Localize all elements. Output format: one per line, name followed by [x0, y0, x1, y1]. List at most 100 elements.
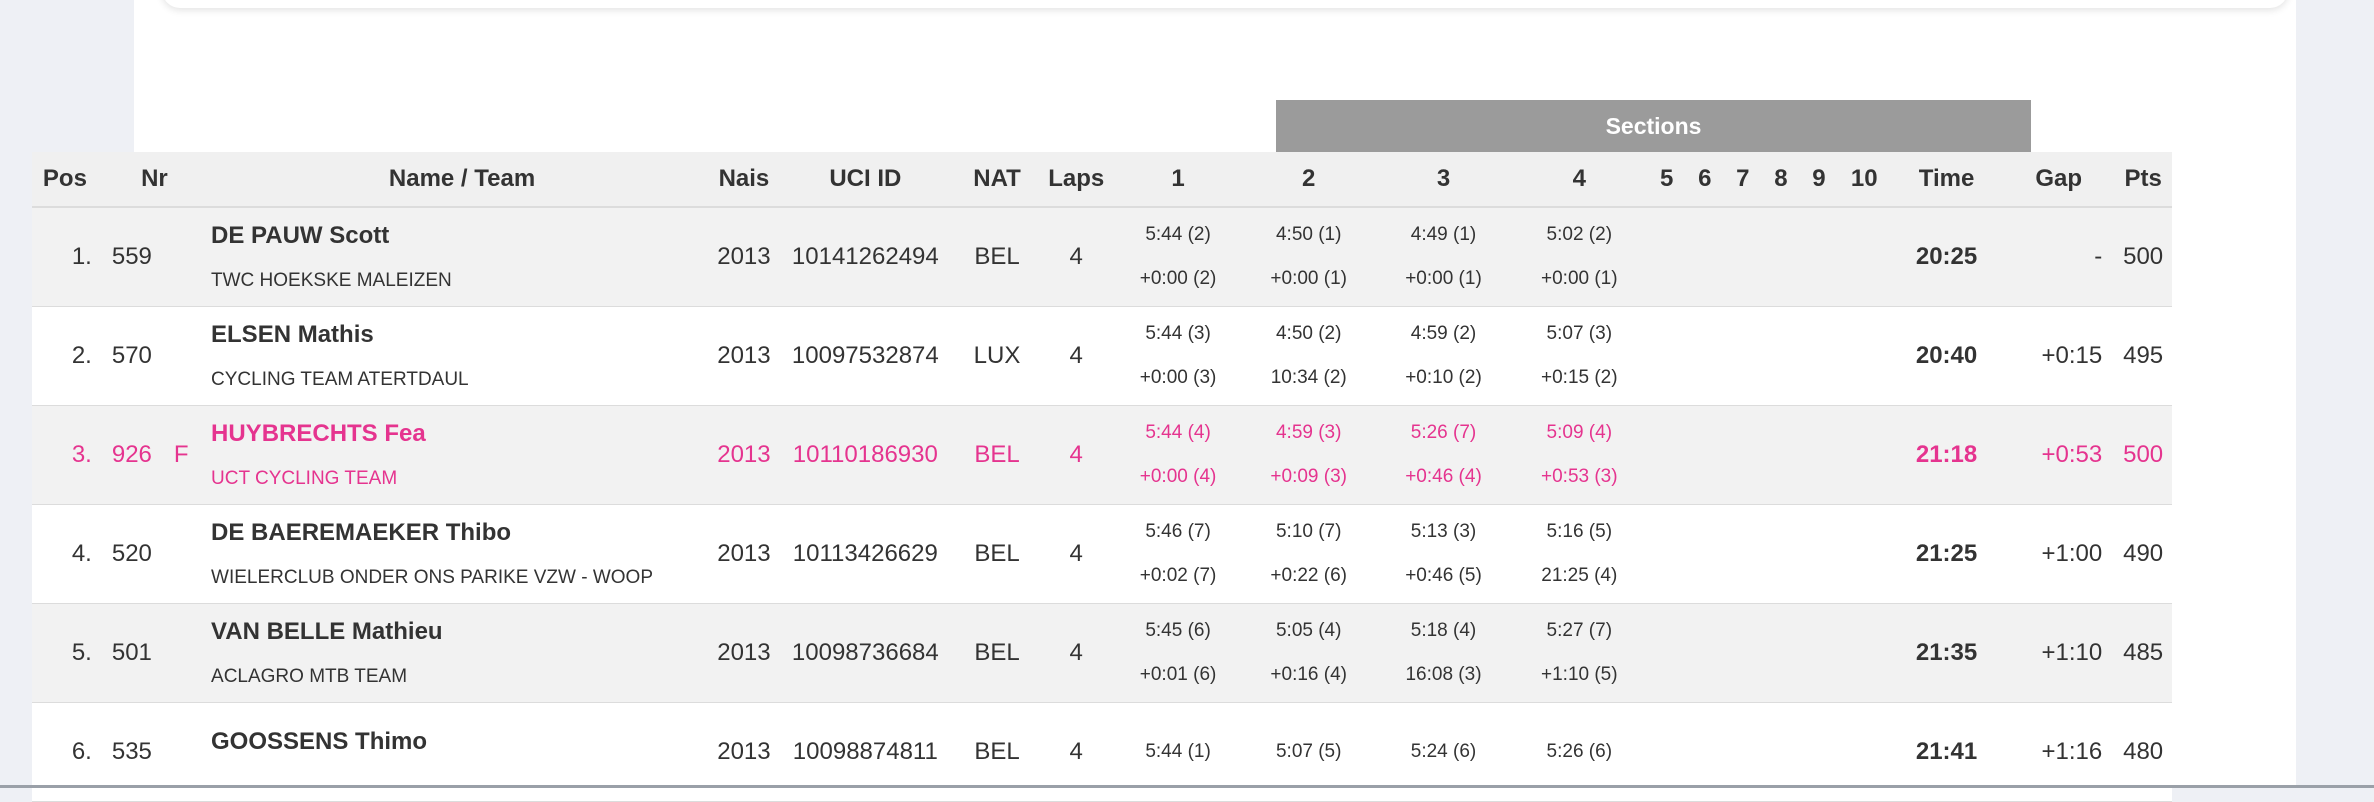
- col-pos[interactable]: Pos: [32, 152, 98, 208]
- cell-section-1: 5:44 (2) +0:00 (2): [1114, 207, 1242, 306]
- col-section-3[interactable]: 3: [1375, 152, 1512, 208]
- cell-pts: 480: [2123, 737, 2164, 765]
- cell-uci-id: 10098874811: [792, 737, 938, 765]
- cell-pts: 500: [2123, 440, 2164, 468]
- section-time: 5:10 (7): [1275, 520, 1342, 542]
- col-time[interactable]: Time: [1889, 152, 2004, 208]
- rider-name[interactable]: DE BAEREMAEKER Thibo: [211, 518, 512, 546]
- col-section-1[interactable]: 1: [1114, 152, 1242, 208]
- cell-uci-id: 10097532874: [791, 341, 939, 369]
- cell-section-3: 5:13 (3) +0:46 (5): [1376, 504, 1512, 603]
- table-row[interactable]: 5. 501 VAN BELLE Mathieu ACLAGRO MTB TEAM…: [32, 603, 2172, 702]
- cell-time: 21:25: [1915, 539, 1978, 567]
- cell-section-8: [1762, 603, 1799, 702]
- cell-pos: 3.: [71, 440, 92, 468]
- col-section-10[interactable]: 10: [1838, 152, 1890, 208]
- cell-gap: +0:15: [2041, 341, 2103, 369]
- cell-section-9: [1799, 504, 1838, 603]
- team-name: CYCLING TEAM ATERTDAUL: [211, 368, 469, 390]
- bib-number: 570: [111, 341, 152, 369]
- cell-section-4: 5:02 (2) +0:00 (1): [1511, 207, 1647, 306]
- col-gap[interactable]: Gap: [2003, 152, 2115, 208]
- section-time: 5:09 (4): [1546, 421, 1613, 443]
- cell-nr: 559: [98, 207, 211, 306]
- rider-name[interactable]: DE PAUW Scott: [211, 221, 390, 249]
- cell-section-6: [1686, 306, 1723, 405]
- cell-section-1: 5:45 (6) +0:01 (6): [1114, 603, 1242, 702]
- col-section-6[interactable]: 6: [1686, 152, 1724, 208]
- cell-section-10: [1839, 405, 1890, 504]
- col-section-7[interactable]: 7: [1723, 152, 1763, 208]
- bib-number: 520: [111, 539, 152, 567]
- section-gap: 16:08 (3): [1405, 663, 1482, 685]
- col-section-9[interactable]: 9: [1799, 152, 1839, 208]
- rider-name[interactable]: ELSEN Mathis: [211, 320, 374, 348]
- cell-section-7: [1723, 504, 1762, 603]
- results-table: Pos Nr Name / Team Nais UCI ID NAT Laps …: [32, 152, 2172, 802]
- cell-section-5: [1647, 306, 1686, 405]
- col-uci-id[interactable]: UCI ID: [774, 152, 956, 208]
- col-nat[interactable]: NAT: [955, 152, 1039, 208]
- cell-section-4: 5:26 (6): [1511, 702, 1647, 801]
- cell-section-6: [1686, 405, 1723, 504]
- cell-nat: BEL: [974, 638, 1020, 666]
- section-gap: 21:25 (4): [1541, 564, 1618, 586]
- col-laps[interactable]: Laps: [1038, 152, 1115, 208]
- cell-gap: +1:16: [2041, 737, 2103, 765]
- table-row[interactable]: 1. 559 DE PAUW Scott TWC HOEKSKE MALEIZEN…: [32, 207, 2172, 306]
- window-bottom-edge: [0, 785, 2374, 788]
- table-row[interactable]: 4. 520 DE BAEREMAEKER Thibo WIELERCLUB ON…: [32, 504, 2172, 603]
- cell-section-1: 5:44 (3) +0:00 (3): [1114, 306, 1242, 405]
- cell-section-3: 4:49 (1) +0:00 (1): [1376, 207, 1512, 306]
- cell-nais: 2013: [717, 341, 771, 369]
- cell-section-2: 4:50 (1) +0:00 (1): [1242, 207, 1376, 306]
- cell-time: 20:40: [1915, 341, 1978, 369]
- cell-section-7: [1723, 207, 1762, 306]
- cell-section-7: [1723, 306, 1762, 405]
- section-gap: +0:00 (1): [1405, 267, 1482, 289]
- section-gap: +0:15 (2): [1541, 366, 1618, 388]
- section-time: 4:59 (2): [1410, 322, 1477, 344]
- col-section-8[interactable]: 8: [1762, 152, 1800, 208]
- col-section-4[interactable]: 4: [1511, 152, 1648, 208]
- gender-flag: F: [173, 440, 189, 468]
- table-row-highlighted[interactable]: 3. 926 F HUYBRECHTS Fea UCT CYCLING TEAM 2…: [32, 405, 2172, 504]
- cell-gap: -: [2094, 242, 2103, 270]
- cell-pts: 485: [2123, 638, 2164, 666]
- table-header-row: Pos Nr Name / Team Nais UCI ID NAT Laps …: [32, 152, 2172, 208]
- cell-section-10: [1839, 603, 1890, 702]
- col-section-2[interactable]: 2: [1241, 152, 1376, 208]
- col-pts[interactable]: Pts: [2114, 152, 2172, 208]
- col-nr[interactable]: Nr: [97, 152, 212, 208]
- cell-section-10: [1839, 504, 1890, 603]
- bib-number: 501: [111, 638, 152, 666]
- section-gap: +0:00 (3): [1139, 366, 1217, 388]
- cell-pts: 495: [2123, 341, 2164, 369]
- section-time: 4:50 (2): [1275, 322, 1342, 344]
- cell-nr: 520: [98, 504, 211, 603]
- section-gap: +0:02 (7): [1139, 564, 1217, 586]
- cell-name-team: VAN BELLE Mathieu ACLAGRO MTB TEAM: [211, 603, 713, 702]
- table-row[interactable]: 2. 570 ELSEN Mathis CYCLING TEAM ATERTDAU…: [32, 306, 2172, 405]
- bib-number: 926: [111, 440, 152, 468]
- team-name: TWC HOEKSKE MALEIZEN: [211, 269, 452, 291]
- col-nais[interactable]: Nais: [713, 152, 775, 208]
- col-section-5[interactable]: 5: [1647, 152, 1687, 208]
- cell-name-team: DE BAEREMAEKER Thibo WIELERCLUB ONDER ONS…: [211, 504, 713, 603]
- cell-uci-id: 10110186930: [792, 440, 938, 468]
- cell-section-2: 4:50 (2) 10:34 (2): [1242, 306, 1376, 405]
- cell-time: 21:41: [1915, 737, 1978, 765]
- section-gap: +0:46 (5): [1405, 564, 1482, 586]
- cell-section-5: [1647, 405, 1686, 504]
- section-gap: +0:00 (1): [1541, 267, 1618, 289]
- col-name-team[interactable]: Name / Team: [211, 152, 714, 208]
- rider-name[interactable]: GOOSSENS Thimo: [211, 727, 428, 755]
- section-time: 5:45 (6): [1145, 619, 1211, 641]
- team-name: ACLAGRO MTB TEAM: [211, 665, 408, 687]
- section-gap: +0:16 (4): [1270, 663, 1347, 685]
- section-time: 4:50 (1): [1275, 223, 1342, 245]
- cell-section-2: 4:59 (3) +0:09 (3): [1242, 405, 1376, 504]
- cell-section-2: 5:10 (7) +0:22 (6): [1242, 504, 1376, 603]
- rider-name[interactable]: HUYBRECHTS Fea: [211, 419, 426, 447]
- rider-name[interactable]: VAN BELLE Mathieu: [211, 617, 443, 645]
